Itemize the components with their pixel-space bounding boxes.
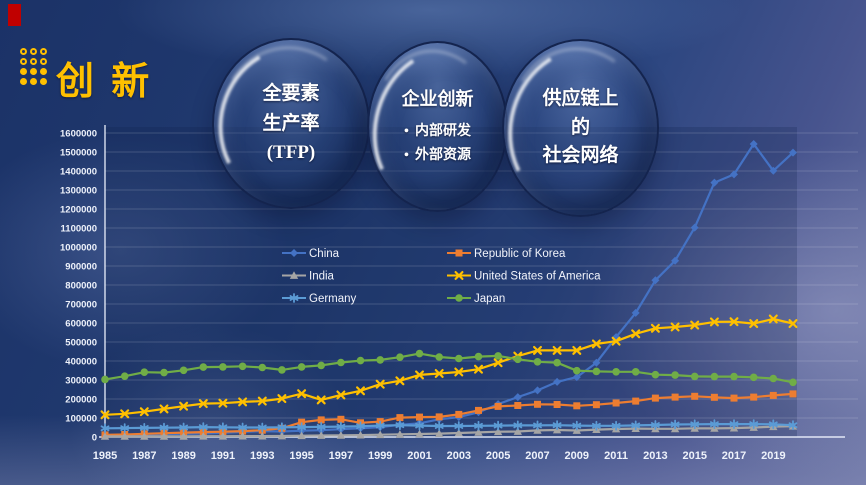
bubble-line: 社会网络 <box>542 145 619 167</box>
dot <box>40 48 47 55</box>
series-united-states-of-america <box>100 314 798 420</box>
bubble-bullet-list: • 内部研发 • 外部资源 <box>404 120 471 168</box>
x-axis-tick-label: 2015 <box>682 450 706 462</box>
y-axis-tick-label: 200000 <box>65 395 97 406</box>
x-axis-tick-label: 2007 <box>525 450 549 462</box>
bubble-tfp: 全要素 生产率 (TFP) <box>212 38 370 209</box>
bullet-text: 内部研发 <box>414 124 471 140</box>
y-axis-tick-label: 1000000 <box>60 243 97 254</box>
y-axis-tick-label: 700000 <box>65 300 97 311</box>
legend-item-germany: Germany <box>282 293 357 305</box>
bubble-line: 全要素 <box>262 83 320 105</box>
y-axis-tick-label: 500000 <box>65 338 97 349</box>
legend-label: India <box>309 270 335 282</box>
y-axis-tick-label: 1400000 <box>60 167 97 178</box>
legend-item-japan: Japan <box>447 293 505 305</box>
series-germany <box>100 419 798 434</box>
y-axis-tick-label: 600000 <box>65 319 97 330</box>
y-axis-tick-label: 1300000 <box>60 186 97 197</box>
bubble-line: 供应链上 <box>542 88 619 110</box>
y-axis-tick-label: 1600000 <box>60 129 97 140</box>
y-axis-tick-label: 400000 <box>65 357 97 368</box>
x-axis-tick-label: 1993 <box>250 450 274 462</box>
dot <box>40 78 47 85</box>
bubble-line: (TFP) <box>266 142 316 164</box>
bubble-title: 企业创新 <box>401 89 474 110</box>
x-axis-tick-label: 2017 <box>722 450 746 462</box>
dot <box>30 68 37 75</box>
dot <box>30 48 37 55</box>
x-axis-tick-label: 2019 <box>761 450 785 462</box>
x-axis-tick-label: 2005 <box>486 450 510 462</box>
y-axis-tick-label: 800000 <box>65 281 97 292</box>
bullet-item: • 外部资源 <box>404 144 471 168</box>
legend-label: China <box>309 248 340 260</box>
x-axis-tick-label: 1985 <box>93 450 117 462</box>
x-axis-tick-label: 2009 <box>565 450 589 462</box>
bubble-line: 的 <box>570 116 590 138</box>
x-axis-tick-label: 2003 <box>447 450 471 462</box>
legend-label: Germany <box>309 293 357 305</box>
bubble-supply-chain-network: 供应链上 的 社会网络 <box>502 39 659 217</box>
x-axis-tick-label: 1991 <box>211 450 235 462</box>
dot <box>30 58 37 65</box>
x-axis-tick-label: 1989 <box>171 450 195 462</box>
dot <box>40 58 47 65</box>
red-accent-bar <box>8 4 21 26</box>
bullet-item: • 内部研发 <box>404 120 471 144</box>
bullet-dot: • <box>404 124 409 140</box>
dot <box>20 48 27 55</box>
dot <box>30 78 37 85</box>
slide-title: 创 新 <box>56 59 152 103</box>
dot <box>20 78 27 85</box>
y-axis-tick-label: 0 <box>92 433 97 444</box>
x-axis-tick-label: 1997 <box>329 450 353 462</box>
dot <box>20 58 27 65</box>
dot <box>40 68 47 75</box>
bullet-text: 外部资源 <box>414 148 471 163</box>
bubble-enterprise-innovation: 企业创新 • 内部研发 • 外部资源 <box>367 41 508 212</box>
y-axis-tick-label: 100000 <box>65 414 97 425</box>
legend-label: United States of America <box>474 270 601 282</box>
x-axis-tick-label: 2001 <box>407 450 431 462</box>
legend-item-china: China <box>282 248 340 260</box>
y-axis-tick-label: 1500000 <box>60 148 97 159</box>
legend-item-india: India <box>282 270 335 282</box>
bubble-line: 生产率 <box>262 112 320 134</box>
dot <box>20 68 27 75</box>
bullet-dot: • <box>404 148 409 163</box>
legend-item-republic-of-korea: Republic of Korea <box>447 248 566 260</box>
dots-grid-icon <box>20 48 47 85</box>
x-axis-tick-label: 1987 <box>132 450 156 462</box>
y-axis-tick-label: 1100000 <box>61 224 97 235</box>
x-axis-tick-label: 2013 <box>643 450 667 462</box>
x-axis-tick-label: 1995 <box>289 450 313 462</box>
legend-label: Japan <box>474 293 505 305</box>
legend-label: Republic of Korea <box>474 248 566 260</box>
legend-item-united-states-of-america: United States of America <box>447 270 601 282</box>
x-axis-tick-label: 1999 <box>368 450 392 462</box>
y-axis-tick-label: 900000 <box>65 262 97 273</box>
series-japan <box>101 349 797 387</box>
y-axis-tick-label: 300000 <box>65 376 97 387</box>
x-axis-tick-label: 2011 <box>604 450 628 462</box>
y-axis-tick-label: 1200000 <box>60 205 97 216</box>
